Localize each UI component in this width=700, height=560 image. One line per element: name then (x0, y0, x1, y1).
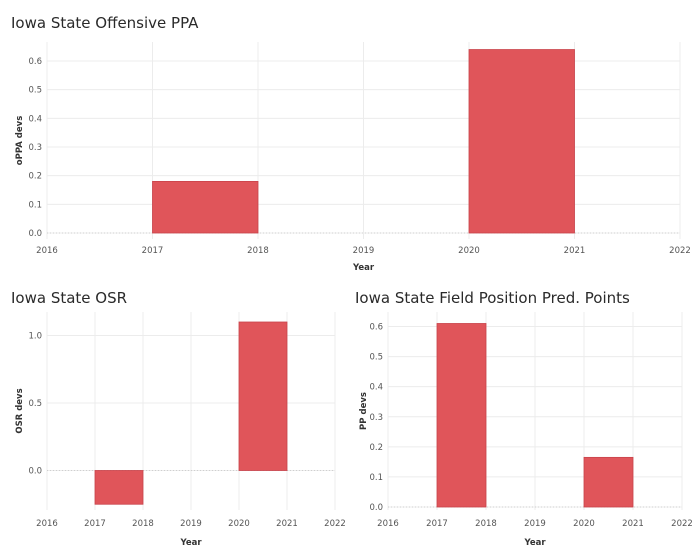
y-tick-label: 1.0 (28, 332, 42, 342)
y-tick-label: 0.0 (28, 467, 42, 477)
x-axis-label: Year (352, 263, 375, 273)
x-tick-label: 2022 (324, 519, 346, 529)
x-tick-label: 2019 (524, 519, 546, 529)
chart-offensive-ppa: 2016 2017 2018 2019 2020 2021 2022 0.0 0.1 0.2 0.3… (15, 42, 691, 273)
chart-panel-field-position-pp: Iowa State Field Position Pred. Points 2… (350, 280, 700, 560)
y-axis-label: oPPA devs (15, 116, 25, 166)
x-tick-label: 2016 (36, 519, 58, 529)
x-tick-label: 2017 (84, 519, 106, 529)
y-tick-label: 0.0 (369, 503, 383, 513)
bar (583, 456, 634, 508)
x-tick-label: 2020 (458, 246, 480, 256)
x-tick-label: 2018 (132, 519, 154, 529)
y-tick-label: 0.5 (28, 399, 42, 409)
y-tick-label: 0.0 (28, 229, 42, 239)
y-tick-label: 0.4 (369, 383, 383, 393)
bar (468, 49, 575, 234)
chart-title: Iowa State OSR (11, 289, 128, 307)
chart-panel-osr: Iowa State OSR 2016 2017 2018 2019 2020 2021 2… (0, 280, 350, 560)
y-tick-label: 0.1 (369, 473, 383, 483)
x-tick-label: 2018 (475, 519, 497, 529)
chart-field-position-pp: 2016 2017 2018 2019 2020 2021 2022 0.0 0.1 0.2 0.3… (359, 312, 693, 548)
x-axis-label: Year (179, 538, 202, 548)
y-tick-label: 0.2 (369, 443, 383, 453)
y-tick-label: 0.3 (28, 143, 42, 153)
x-tick-label: 2018 (247, 246, 269, 256)
x-tick-label: 2017 (142, 246, 164, 256)
y-tick-label: 0.2 (28, 172, 42, 182)
chart-panel-offensive-ppa: Iowa State Offensive PPA 2016 2017 2018 201… (11, 14, 691, 273)
x-tick-label: 2017 (426, 519, 448, 529)
chart-title: Iowa State Field Position Pred. Points (355, 289, 630, 307)
x-tick-label: 2022 (669, 246, 691, 256)
x-tick-label: 2022 (671, 519, 693, 529)
x-tick-label: 2021 (564, 246, 586, 256)
x-tick-label: 2019 (180, 519, 202, 529)
x-tick-label: 2016 (377, 519, 399, 529)
y-axis-label: OSR devs (15, 388, 25, 433)
y-tick-label: 0.5 (28, 86, 42, 96)
chart-title: Iowa State Offensive PPA (11, 14, 199, 32)
y-tick-label: 0.5 (369, 353, 383, 363)
x-tick-label: 2021 (622, 519, 644, 529)
y-tick-label: 0.6 (28, 57, 42, 67)
x-axis-label: Year (523, 538, 546, 548)
bar (152, 180, 259, 234)
y-tick-label: 0.3 (369, 413, 383, 423)
y-axis-label: PP devs (359, 392, 369, 430)
y-tick-label: 0.1 (28, 200, 42, 210)
y-tick-label: 0.6 (369, 323, 383, 333)
x-tick-label: 2020 (228, 519, 250, 529)
x-tick-label: 2021 (276, 519, 298, 529)
bar (238, 321, 288, 471)
y-tick-label: 0.4 (28, 114, 42, 124)
bar (436, 323, 487, 508)
x-tick-label: 2019 (353, 246, 375, 256)
chart-osr: 2016 2017 2018 2019 2020 2021 2022 0.0 0.5 1.0 Yea… (15, 312, 346, 548)
x-tick-label: 2020 (573, 519, 595, 529)
bar (94, 470, 144, 505)
x-tick-label: 2016 (36, 246, 58, 256)
